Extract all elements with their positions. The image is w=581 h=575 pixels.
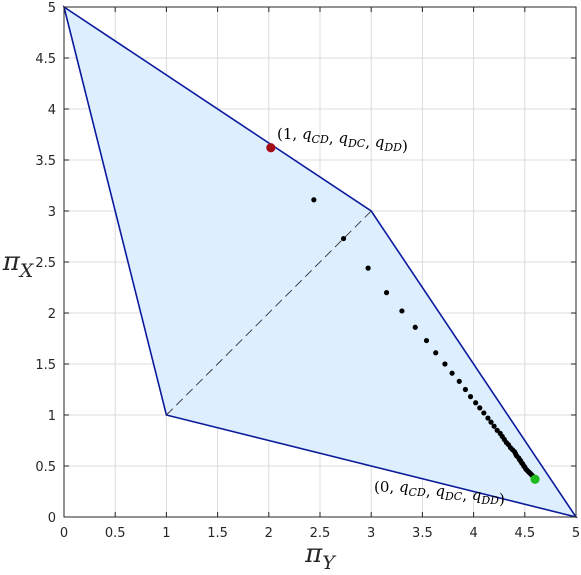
y-tick-label-8: 4	[48, 103, 56, 118]
x-tick-label-4: 2	[265, 526, 273, 541]
x-tick-label-7: 3.5	[412, 526, 433, 541]
trajectory-point-2	[365, 265, 371, 271]
x-tick-label-6: 3	[367, 526, 375, 541]
y-tick-label-9: 4.5	[35, 52, 56, 67]
y-tick-label-4: 2	[48, 307, 56, 322]
trajectory-point-7	[433, 350, 439, 356]
trajectory-point-14	[477, 405, 483, 411]
y-tick-label-7: 3.5	[35, 154, 56, 169]
trajectory-point-9	[449, 370, 455, 376]
y-tick-label-6: 3	[48, 205, 56, 220]
trajectory-point-1	[340, 235, 347, 242]
axes-layer: 0 0.5 1 1.5 2 2.5 3 3.5 4 4.5 5 0 0.5 1 1.5 2 2.5 3 3.5 4 4.…	[35, 1, 580, 541]
x-tick-label-3: 1.5	[207, 526, 228, 541]
highlight-point-1	[530, 474, 540, 484]
x-tick-label-1: 0.5	[105, 526, 126, 541]
trajectory-point-11	[462, 386, 469, 393]
x-tick-label-0: 0	[60, 526, 68, 541]
annotation-label-0: (1, qCD, qDC, qDD)	[277, 125, 408, 155]
y-tick-label-10: 5	[48, 1, 56, 16]
y-tick-label-2: 1	[48, 409, 56, 424]
trajectory-point-17	[488, 419, 494, 425]
y-tick-label-1: 0.5	[35, 460, 56, 475]
dashed-diagonal-line	[166, 210, 372, 416]
trajectory-point-13	[473, 400, 479, 406]
trajectory-point-12	[467, 394, 474, 400]
trajectory-point-15	[481, 410, 487, 416]
trajectory-point-3	[383, 290, 390, 296]
annotation-label-1: (0, qCD, qDC, qDD)	[374, 478, 505, 508]
x-tick-label-2: 1	[162, 526, 170, 541]
trajectory-point-16	[485, 415, 491, 421]
x-tick-label-9: 4.5	[514, 526, 535, 541]
x-tick-label-10: 5	[572, 526, 580, 541]
points-layer	[266, 143, 540, 484]
label-layer: πY πX (1, qCD, qDC, qDD) (0, qCD, qDC, qDD)	[2, 125, 505, 574]
trajectory-point-6	[423, 337, 430, 344]
y-tick-label-3: 1.5	[35, 358, 56, 373]
x-tick-label-5: 2.5	[310, 526, 331, 541]
x-tick-label-8: 4	[469, 526, 477, 541]
trajectory-point-18	[491, 423, 497, 429]
trajectory-point-10	[456, 378, 462, 384]
y-axis-label: πX	[2, 247, 35, 282]
y-tick-label-0: 0	[48, 511, 56, 526]
y-tick-label-5: 2.5	[35, 256, 56, 271]
trajectory-point-4	[399, 308, 405, 314]
trajectory-point-8	[442, 361, 448, 367]
trajectory-point-0	[311, 197, 317, 203]
trajectory-point-5	[412, 324, 418, 330]
highlight-point-0	[266, 143, 276, 153]
x-axis-label: πY	[304, 539, 337, 574]
